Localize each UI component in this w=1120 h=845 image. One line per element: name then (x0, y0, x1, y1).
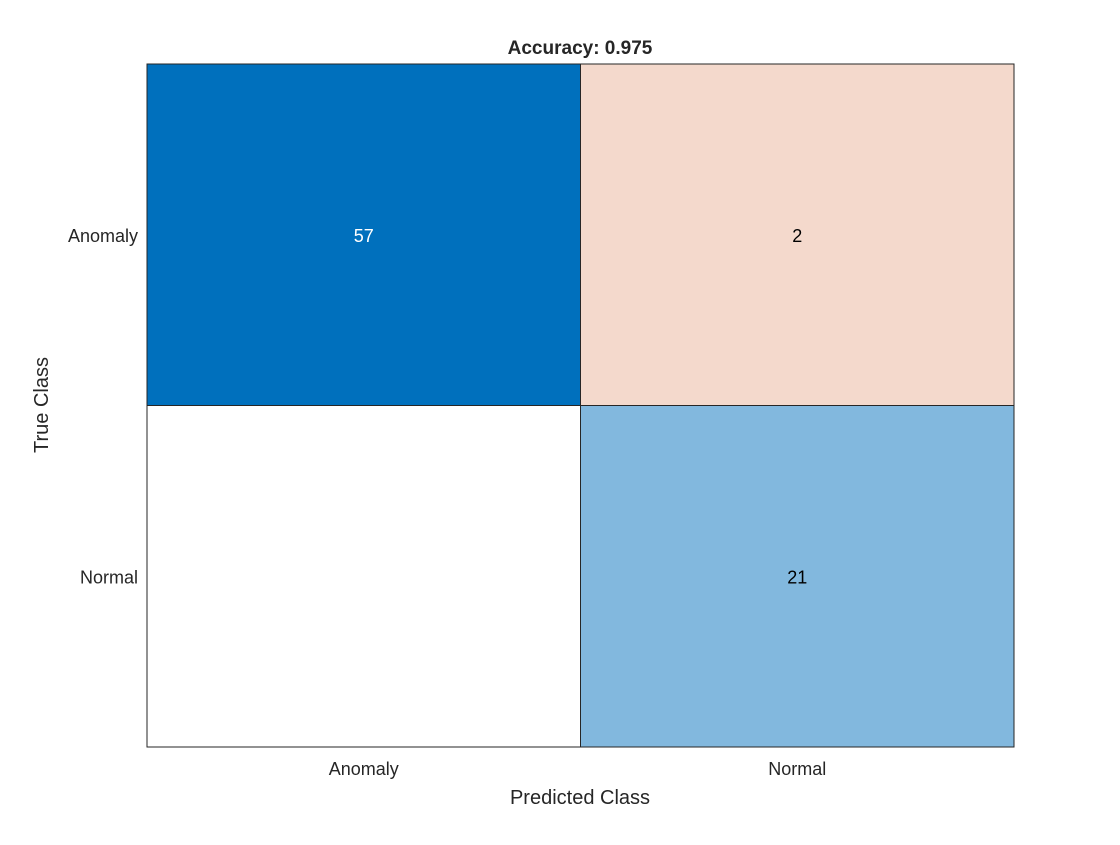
matrix-cell-r0-c1 (580, 63, 1015, 406)
matrix-cell-r1-c0 (146, 405, 581, 748)
x-tick-label-1: Normal (768, 759, 826, 779)
x-tick-label-0: Anomaly (329, 759, 399, 779)
matrix-cell-r0-c0 (146, 63, 581, 406)
cell-value-r0-c1: 2 (792, 226, 802, 246)
cell-value-r0-c0: 57 (354, 226, 374, 246)
cell-value-r1-c1: 21 (787, 567, 807, 587)
chart-title: Accuracy: 0.975 (508, 38, 653, 59)
matrix-cell-r1-c1 (580, 405, 1015, 748)
y-tick-label-0: Anomaly (68, 226, 138, 246)
matrix-cells: 57 2 21 (146, 63, 1015, 748)
y-axis-label: True Class (31, 357, 53, 453)
x-tick-labels: Anomaly Normal (329, 759, 827, 779)
y-tick-label-1: Normal (80, 567, 138, 587)
x-axis-label: Predicted Class (510, 787, 650, 809)
y-tick-labels: Anomaly Normal (68, 226, 138, 588)
